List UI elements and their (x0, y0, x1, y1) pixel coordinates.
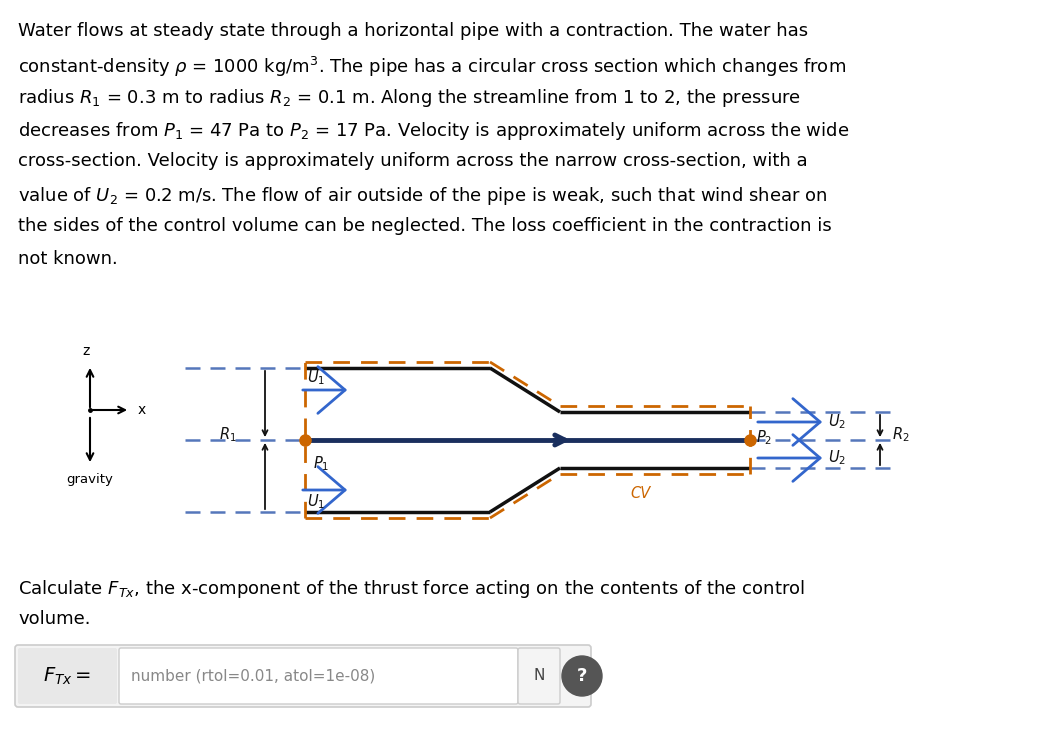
Text: $R_2$: $R_2$ (892, 426, 909, 444)
Text: cross-section. Velocity is approximately uniform across the narrow cross-section: cross-section. Velocity is approximately… (18, 152, 808, 170)
Text: the sides of the control volume can be neglected. The loss coefficient in the co: the sides of the control volume can be n… (18, 217, 832, 235)
Text: x: x (138, 403, 146, 417)
Text: radius $R_1$ = 0.3 m to radius $R_2$ = 0.1 m. Along the streamline from 1 to 2, : radius $R_1$ = 0.3 m to radius $R_2$ = 0… (18, 87, 802, 109)
Text: z: z (82, 344, 90, 358)
Text: number (rtol=0.01, atol=1e-08): number (rtol=0.01, atol=1e-08) (131, 668, 375, 683)
Text: volume.: volume. (18, 610, 91, 629)
Text: constant-density $\rho$ = 1000 kg/m$^3$. The pipe has a circular cross section w: constant-density $\rho$ = 1000 kg/m$^3$.… (18, 55, 846, 79)
Text: ?: ? (577, 667, 587, 685)
Text: decreases from $P_1$ = 47 Pa to $P_2$ = 17 Pa. Velocity is approximately uniform: decreases from $P_1$ = 47 Pa to $P_2$ = … (18, 119, 849, 142)
Text: N: N (533, 668, 545, 683)
Circle shape (562, 656, 602, 696)
FancyBboxPatch shape (15, 645, 591, 707)
FancyBboxPatch shape (18, 648, 117, 704)
Text: $P_1$: $P_1$ (313, 454, 329, 472)
Text: Calculate $F_{Tx}$, the x-component of the thrust force acting on the contents o: Calculate $F_{Tx}$, the x-component of t… (18, 578, 805, 600)
Text: Water flows at steady state through a horizontal pipe with a contraction. The wa: Water flows at steady state through a ho… (18, 22, 808, 40)
Text: $U_2$: $U_2$ (828, 449, 846, 467)
Text: value of $U_2$ = 0.2 m/s. The flow of air outside of the pipe is weak, such that: value of $U_2$ = 0.2 m/s. The flow of ai… (18, 184, 827, 206)
Text: $F_{Tx}=$: $F_{Tx}=$ (43, 666, 92, 687)
FancyBboxPatch shape (119, 648, 518, 704)
Text: not known.: not known. (18, 250, 118, 268)
FancyBboxPatch shape (518, 648, 560, 704)
Text: $U_1$: $U_1$ (307, 368, 325, 388)
Text: $U_1$: $U_1$ (307, 492, 325, 511)
Text: $P_2$: $P_2$ (756, 429, 772, 447)
Text: $R_1$: $R_1$ (220, 426, 237, 444)
Text: $U_2$: $U_2$ (828, 413, 846, 431)
Text: gravity: gravity (67, 473, 113, 486)
Text: CV: CV (630, 486, 650, 501)
